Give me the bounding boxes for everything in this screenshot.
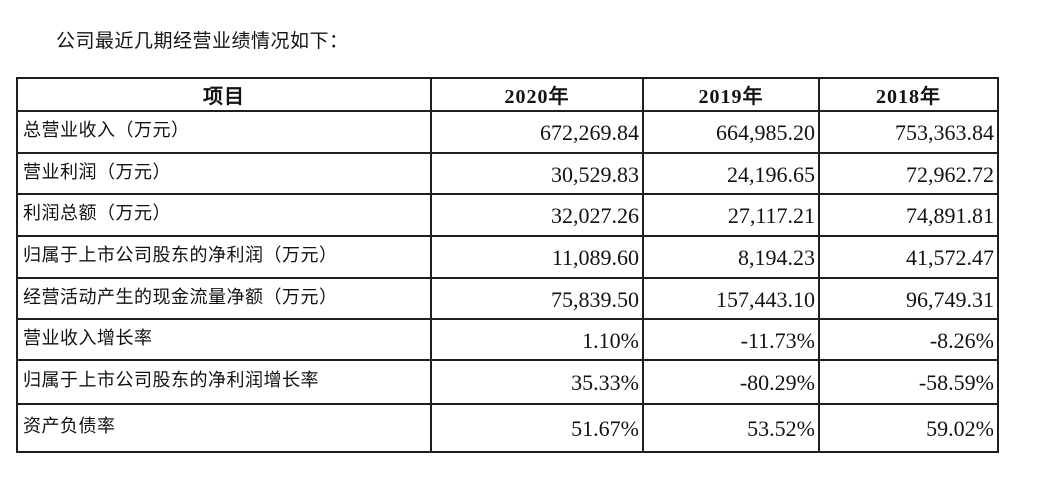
cell-2019-value: 24,196.65 (642, 152, 820, 195)
column-header-2018: 2018年 (818, 77, 999, 112)
column-header-2020: 2020年 (430, 77, 644, 112)
cell-2020-value: 35.33% (430, 359, 644, 405)
table-row: 总营业收入（万元） 672,269.84 664,985.20 753,363.… (16, 110, 999, 154)
row-label: 总营业收入（万元） (16, 110, 432, 154)
table-row: 营业收入增长率 1.10% -11.73% -8.26% (16, 318, 999, 361)
cell-2020-value: 11,089.60 (430, 235, 644, 279)
table-header-row: 项目 2020年 2019年 2018年 (16, 77, 999, 112)
table-row: 归属于上市公司股东的净利润（万元） 11,089.60 8,194.23 41,… (16, 235, 999, 279)
cell-2018-value: 96,749.31 (818, 277, 999, 320)
section-intro-text: 公司最近几期经营业绩情况如下： (56, 31, 349, 52)
row-label: 营业收入增长率 (16, 318, 432, 361)
row-label: 归属于上市公司股东的净利润（万元） (16, 235, 432, 279)
cell-2018-value: 753,363.84 (818, 110, 999, 154)
cell-2020-value: 32,027.26 (430, 193, 644, 237)
row-label: 资产负债率 (16, 403, 432, 453)
cell-2019-value: 27,117.21 (642, 193, 820, 237)
cell-2020-value: 1.10% (430, 318, 644, 361)
cell-2018-value: -8.26% (818, 318, 999, 361)
row-label: 营业利润（万元） (16, 152, 432, 195)
cell-2019-value: -80.29% (642, 359, 820, 405)
cell-2020-value: 30,529.83 (430, 152, 644, 195)
cell-2019-value: 157,443.10 (642, 277, 820, 320)
row-label: 经营活动产生的现金流量净额（万元） (16, 277, 432, 320)
cell-2020-value: 75,839.50 (430, 277, 644, 320)
cell-2018-value: 59.02% (818, 403, 999, 453)
cell-2019-value: -11.73% (642, 318, 820, 361)
cell-2018-value: 41,572.47 (818, 235, 999, 279)
column-header-item: 项目 (16, 77, 432, 112)
table-row: 经营活动产生的现金流量净额（万元） 75,839.50 157,443.10 9… (16, 277, 999, 320)
row-label: 归属于上市公司股东的净利润增长率 (16, 359, 432, 405)
table-row: 营业利润（万元） 30,529.83 24,196.65 72,962.72 (16, 152, 999, 195)
row-label: 利润总额（万元） (16, 193, 432, 237)
cell-2019-value: 53.52% (642, 403, 820, 453)
financial-performance-table: 项目 2020年 2019年 2018年 总营业收入（万元） 672,269.8… (16, 77, 999, 453)
table-row: 利润总额（万元） 32,027.26 27,117.21 74,891.81 (16, 193, 999, 237)
cell-2020-value: 51.67% (430, 403, 644, 453)
cell-2019-value: 664,985.20 (642, 110, 820, 154)
cell-2020-value: 672,269.84 (430, 110, 644, 154)
cell-2018-value: 74,891.81 (818, 193, 999, 237)
cell-2019-value: 8,194.23 (642, 235, 820, 279)
column-header-2019: 2019年 (642, 77, 820, 112)
table-row: 归属于上市公司股东的净利润增长率 35.33% -80.29% -58.59% (16, 359, 999, 405)
cell-2018-value: 72,962.72 (818, 152, 999, 195)
cell-2018-value: -58.59% (818, 359, 999, 405)
table-row: 资产负债率 51.67% 53.52% 59.02% (16, 403, 999, 453)
